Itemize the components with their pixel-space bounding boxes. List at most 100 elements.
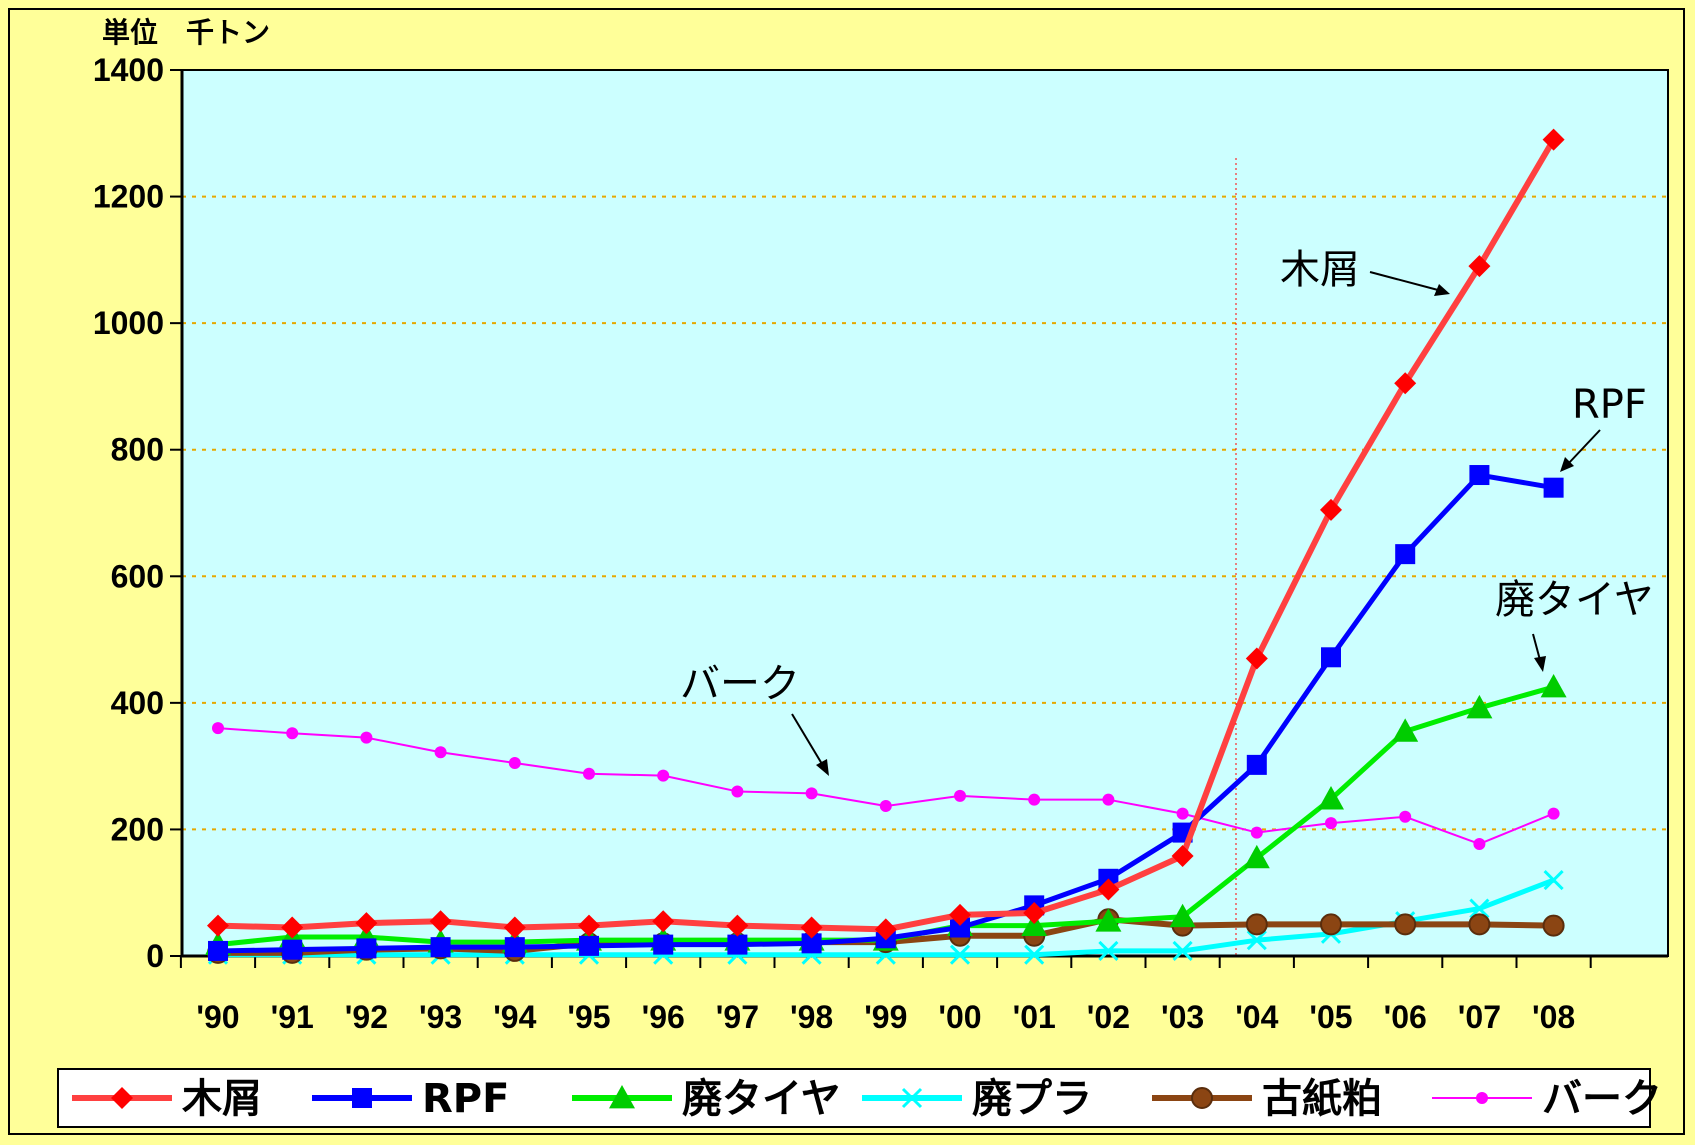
data-point xyxy=(800,916,823,939)
data-point xyxy=(1097,878,1120,901)
data-point xyxy=(1469,898,1490,919)
data-point xyxy=(1542,128,1565,151)
legend-item: 廃プラ xyxy=(862,1076,1092,1122)
data-point xyxy=(207,914,229,937)
x-tick-label: '96 xyxy=(642,999,685,1035)
x-tick-label: '98 xyxy=(790,999,833,1035)
legend-label: 廃プラ xyxy=(972,1076,1092,1122)
legend-label: 古紙粕 xyxy=(1262,1076,1382,1122)
x-tick-label: '99 xyxy=(864,999,907,1035)
data-point xyxy=(286,727,299,740)
data-point xyxy=(1098,940,1119,961)
y-tick-label: 1400 xyxy=(93,52,164,88)
data-point xyxy=(282,939,303,960)
data-point xyxy=(1321,647,1341,668)
data-point xyxy=(1172,940,1193,961)
legend-label: 木屑 xyxy=(182,1076,262,1122)
data-point xyxy=(1468,913,1491,936)
data-point xyxy=(360,731,373,744)
annotation-arrow-line xyxy=(1369,271,1439,291)
data-point xyxy=(1191,1087,1213,1109)
x-tick-label: '01 xyxy=(1013,999,1056,1035)
data-point xyxy=(1399,810,1412,823)
x-tick-label: '95 xyxy=(567,999,610,1035)
x-tick-label: '08 xyxy=(1532,999,1575,1035)
data-point xyxy=(356,938,377,959)
data-point xyxy=(901,1087,923,1109)
data-point xyxy=(1466,694,1493,719)
data-point xyxy=(805,787,818,800)
x-tick-label: '07 xyxy=(1458,999,1501,1035)
data-point xyxy=(1476,1092,1488,1104)
data-point xyxy=(954,789,966,802)
series-layer xyxy=(205,128,1567,965)
legend-box xyxy=(57,1068,1651,1128)
y-tick-label: 800 xyxy=(111,432,164,468)
annotation-rpf: RPF xyxy=(1560,382,1647,472)
legend-label: RPF xyxy=(422,1076,509,1122)
data-point xyxy=(1245,647,1268,670)
series-1 xyxy=(207,128,1565,941)
legend-label: バーク xyxy=(1542,1076,1662,1122)
x-tick-label: '91 xyxy=(271,999,314,1035)
data-point xyxy=(583,767,595,780)
data-point xyxy=(1543,477,1564,498)
annotation-arrowhead xyxy=(1534,656,1546,672)
data-point xyxy=(503,916,526,939)
annotation-haitaiya: 廃タイヤ xyxy=(1495,577,1654,672)
data-point xyxy=(949,944,971,965)
gridlines xyxy=(182,195,1668,831)
data-point xyxy=(1542,914,1565,937)
data-point xyxy=(578,914,600,937)
data-point xyxy=(1176,807,1189,820)
x-tick-label: '05 xyxy=(1309,999,1352,1035)
data-point xyxy=(874,918,897,941)
data-point xyxy=(1023,901,1046,924)
x-tick-label: '97 xyxy=(716,999,759,1035)
data-point xyxy=(208,940,228,961)
data-point xyxy=(1318,786,1344,810)
annotation-arrowhead xyxy=(1560,457,1574,472)
data-point xyxy=(1468,255,1491,278)
x-tick-label: '90 xyxy=(196,999,239,1035)
annotation-arrowhead xyxy=(1434,284,1450,296)
data-point xyxy=(1473,837,1486,850)
y-tick-label: 1000 xyxy=(93,305,164,341)
data-point xyxy=(652,910,675,933)
y-tick-label: 400 xyxy=(111,685,164,721)
data-point xyxy=(609,1085,635,1109)
y-tick-label: 1200 xyxy=(93,179,164,215)
annotation-arrow-line xyxy=(1567,429,1601,465)
data-point xyxy=(1095,908,1122,932)
data-point xyxy=(1028,793,1041,806)
data-point xyxy=(1250,826,1263,839)
annotation-label: RPF xyxy=(1572,382,1647,428)
data-point xyxy=(1169,903,1196,928)
data-point xyxy=(727,934,748,955)
legend-item: 廃タイヤ xyxy=(572,1076,841,1122)
data-point xyxy=(430,937,451,958)
x-tick-label: '06 xyxy=(1384,999,1427,1035)
data-point xyxy=(726,914,749,937)
data-point xyxy=(1543,869,1564,891)
x-tick-label: '04 xyxy=(1235,999,1278,1035)
data-point xyxy=(731,785,744,798)
data-point xyxy=(657,769,670,782)
data-point xyxy=(1024,944,1045,965)
legend: 木屑 RPF 廃タイヤ 廃プラ 古紙粕 バーク xyxy=(72,1076,1662,1122)
y-tick-label: 0 xyxy=(146,938,164,974)
legend-item: 木屑 xyxy=(72,1076,262,1122)
x-tick-label: '93 xyxy=(419,999,462,1035)
data-point xyxy=(1246,930,1267,951)
data-point xyxy=(1395,544,1416,565)
annotation-mokuzu: 木屑 xyxy=(1280,247,1450,296)
annotation-arrow-line xyxy=(1532,633,1541,661)
data-point xyxy=(1392,718,1419,742)
legend-label: 廃タイヤ xyxy=(682,1076,841,1122)
data-point xyxy=(434,746,447,759)
data-point xyxy=(1021,912,1048,937)
data-point xyxy=(1320,498,1342,521)
data-point xyxy=(1245,913,1268,936)
annotation-arrow-line xyxy=(791,713,823,765)
